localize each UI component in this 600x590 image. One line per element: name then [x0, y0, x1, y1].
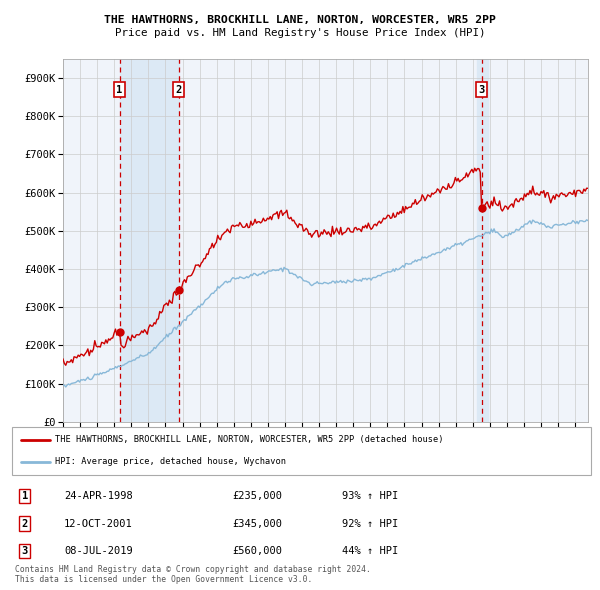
Text: 1: 1 — [22, 491, 28, 501]
Text: Price paid vs. HM Land Registry's House Price Index (HPI): Price paid vs. HM Land Registry's House … — [115, 28, 485, 38]
Text: 12-OCT-2001: 12-OCT-2001 — [64, 519, 133, 529]
Text: HPI: Average price, detached house, Wychavon: HPI: Average price, detached house, Wych… — [55, 457, 286, 466]
Text: THE HAWTHORNS, BROCKHILL LANE, NORTON, WORCESTER, WR5 2PP: THE HAWTHORNS, BROCKHILL LANE, NORTON, W… — [104, 15, 496, 25]
Text: 93% ↑ HPI: 93% ↑ HPI — [342, 491, 398, 501]
Text: 1: 1 — [116, 85, 122, 95]
Text: 3: 3 — [22, 546, 28, 556]
Text: 44% ↑ HPI: 44% ↑ HPI — [342, 546, 398, 556]
Text: 92% ↑ HPI: 92% ↑ HPI — [342, 519, 398, 529]
Text: 24-APR-1998: 24-APR-1998 — [64, 491, 133, 501]
Bar — [478, 59, 488, 422]
Text: 2: 2 — [176, 85, 182, 95]
Text: This data is licensed under the Open Government Licence v3.0.: This data is licensed under the Open Gov… — [15, 575, 313, 584]
FancyBboxPatch shape — [12, 427, 591, 475]
Text: 3: 3 — [479, 85, 485, 95]
Text: Contains HM Land Registry data © Crown copyright and database right 2024.: Contains HM Land Registry data © Crown c… — [15, 565, 371, 574]
Text: 2: 2 — [22, 519, 28, 529]
Text: £235,000: £235,000 — [232, 491, 282, 501]
Bar — [119, 59, 179, 422]
Text: THE HAWTHORNS, BROCKHILL LANE, NORTON, WORCESTER, WR5 2PP (detached house): THE HAWTHORNS, BROCKHILL LANE, NORTON, W… — [55, 435, 444, 444]
Text: £560,000: £560,000 — [232, 546, 282, 556]
Text: 08-JUL-2019: 08-JUL-2019 — [64, 546, 133, 556]
Text: £345,000: £345,000 — [232, 519, 282, 529]
